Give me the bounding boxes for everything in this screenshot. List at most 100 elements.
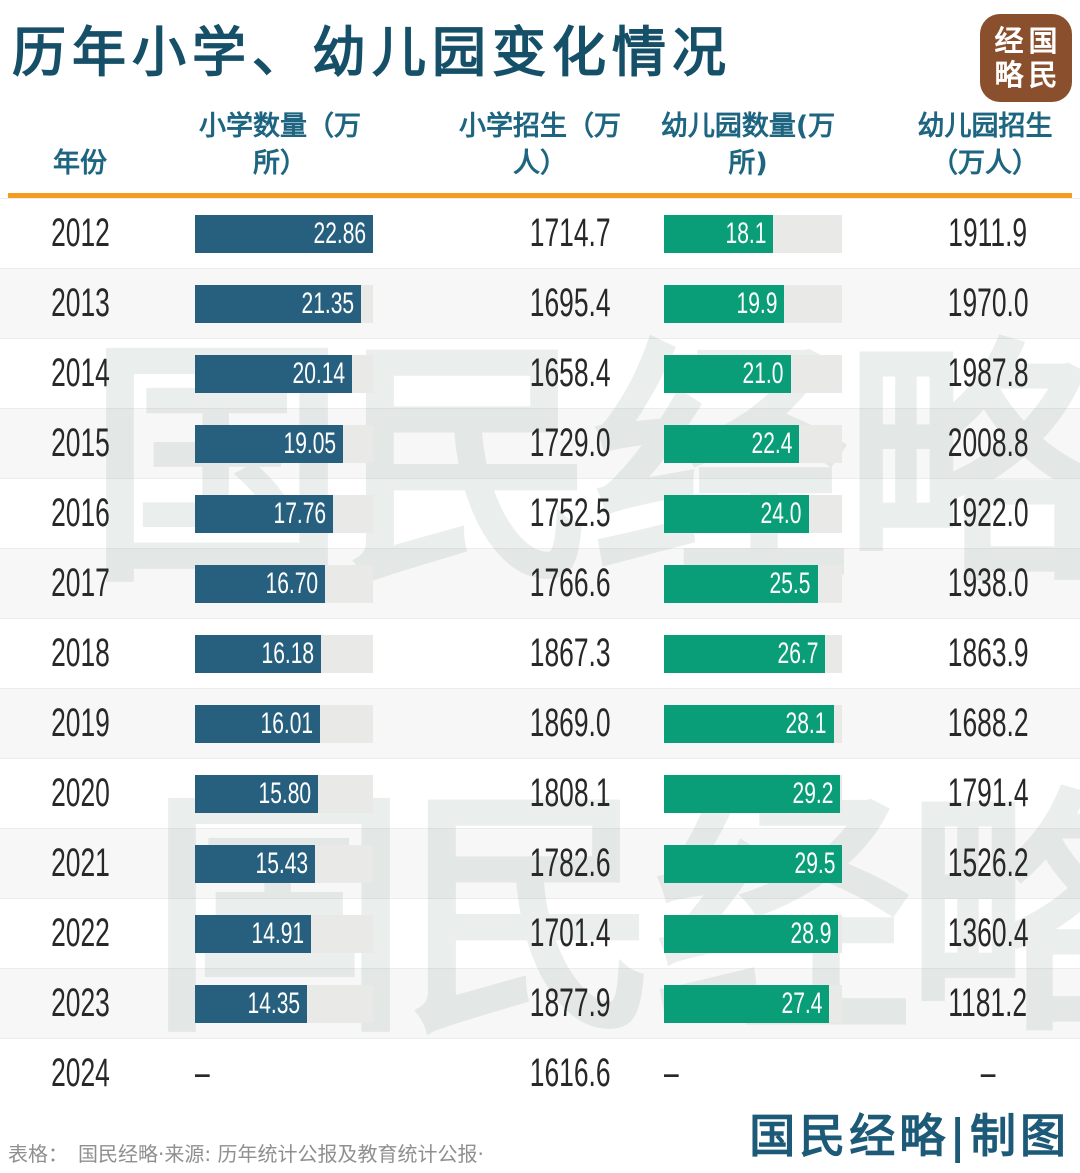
year-cell: 2021 [0, 829, 160, 898]
primary-enrollment-cell-value: 1869.0 [529, 701, 611, 745]
primary-enrollment-cell: 1808.1 [460, 759, 680, 828]
primary-enrollment-cell: 1766.6 [460, 549, 680, 618]
kindergartens-bar-label: 29.2 [792, 777, 834, 810]
table-row: 2017 16.70 1766.6 25.5 1938.0 [0, 548, 1080, 618]
table-body: 国民经略 国民经略 201222.861714.718.11911.920132… [0, 198, 1080, 1108]
kindergarten-enrollment-cell: 1526.2 [878, 829, 1080, 898]
primary-schools-bar: 21.35 [195, 285, 362, 323]
kindergartens-bar: 26.7 [664, 635, 826, 673]
primary-enrollment-cell: 1701.4 [460, 899, 680, 968]
year-cell-value: 2019 [50, 701, 110, 745]
kindergarten-enrollment-cell-value: 1360.4 [947, 911, 1029, 955]
year-cell: 2019 [0, 689, 160, 758]
source-note: 表格： 国民经略·来源: 历年统计公报及教育统计公报· [8, 1142, 484, 1166]
primary-enrollment-cell: 1877.9 [460, 969, 680, 1038]
primary-schools-track: 17.76 [195, 495, 373, 533]
year-cell-value: 2016 [50, 491, 110, 535]
year-cell-value: 2014 [50, 351, 110, 395]
column-header-primary-enrollment: 小学招生（万 人） [430, 108, 650, 182]
primary-schools-bar: 15.43 [195, 845, 316, 883]
kindergarten-enrollment-cell-value: 1987.8 [947, 351, 1029, 395]
table-row: 2024 – 1616.6 – – [0, 1038, 1080, 1108]
kindergartens-track: 29.5 [664, 845, 842, 883]
kindergartens-bar: 18.1 [664, 215, 774, 253]
column-header-year: 年份 [0, 145, 160, 182]
kindergartens-bar-label: 18.1 [725, 217, 767, 250]
primary-schools-track: 16.01 [195, 705, 373, 743]
credit-signature: 国民经略|制图 [749, 1109, 1070, 1163]
kindergarten-enrollment-cell-value: 1526.2 [947, 841, 1029, 885]
kindergartens-bar: 19.9 [664, 285, 785, 323]
primary-enrollment-cell: 1714.7 [460, 199, 680, 268]
table-row: 2023 14.35 1877.9 27.4 1181.2 [0, 968, 1080, 1038]
primary-enrollment-cell: 1752.5 [460, 479, 680, 548]
kindergartens-track: 28.9 [664, 915, 842, 953]
primary-schools-bar-label: 15.43 [255, 847, 309, 880]
kindergartens-bar: 29.2 [664, 775, 841, 813]
primary-schools-bar: 17.76 [195, 495, 334, 533]
kindergarten-enrollment-cell-value: – [980, 1051, 996, 1095]
primary-enrollment-cell: 1782.6 [460, 829, 680, 898]
table-row: 2016 17.76 1752.5 24.0 1922.0 [0, 478, 1080, 548]
primary-enrollment-cell: 1867.3 [460, 619, 680, 688]
year-cell: 2020 [0, 759, 160, 828]
logo-char-3: 略 [994, 57, 1024, 92]
primary-enrollment-cell-value: 1782.6 [529, 841, 611, 885]
kindergarten-enrollment-cell-value: 1791.4 [947, 771, 1029, 815]
year-cell: 2014 [0, 339, 160, 408]
kindergarten-enrollment-cell: 1688.2 [878, 689, 1080, 758]
kindergarten-enrollment-cell-value: 1863.9 [947, 631, 1029, 675]
column-header-line: 人） [513, 148, 567, 179]
primary-enrollment-cell-value: 1766.6 [529, 561, 611, 605]
column-header-line: 小学招生（万 [459, 111, 621, 142]
kindergartens-track: 21.0 [664, 355, 842, 393]
year-cell: 2016 [0, 479, 160, 548]
kindergartens-bar-label: 25.5 [769, 567, 811, 600]
primary-enrollment-cell-value: 1616.6 [529, 1051, 611, 1095]
year-cell-value: 2022 [50, 911, 110, 955]
year-cell-value: 2015 [50, 421, 110, 465]
primary-schools-track: 16.18 [195, 635, 373, 673]
year-cell: 2015 [0, 409, 160, 478]
primary-enrollment-cell-value: 1701.4 [529, 911, 611, 955]
kindergartens-bar-label: 19.9 [736, 287, 778, 320]
kindergartens-track: 19.9 [664, 285, 842, 323]
year-cell-value: 2023 [50, 981, 110, 1025]
kindergartens-bar: 25.5 [664, 565, 818, 603]
column-header-year-line: 年份 [53, 148, 107, 179]
kindergartens-bar: 29.5 [664, 845, 842, 883]
primary-schools-bar: 20.14 [195, 355, 352, 393]
primary-schools-bar-label: 16.01 [260, 707, 313, 740]
kindergarten-enrollment-cell: 1791.4 [878, 759, 1080, 828]
primary-schools-bar-label: 16.70 [265, 567, 319, 600]
kindergartens-bar-label: 28.9 [790, 917, 832, 950]
primary-enrollment-cell-value: 1714.7 [529, 211, 611, 255]
primary-enrollment-cell: 1869.0 [460, 689, 680, 758]
primary-schools-track: 15.43 [195, 845, 373, 883]
logo-char-1: 经 [994, 23, 1024, 58]
primary-schools-bar-label: 14.35 [247, 987, 300, 1020]
primary-enrollment-cell-value: 1695.4 [529, 281, 611, 325]
primary-schools-bar-label: 15.80 [258, 777, 312, 810]
primary-enrollment-cell-value: 1867.3 [529, 631, 611, 675]
primary-schools-track: 16.70 [195, 565, 373, 603]
kindergarten-enrollment-cell: – [878, 1039, 1080, 1108]
year-cell-value: 2012 [50, 211, 110, 255]
table-row: 2013 21.35 1695.4 19.9 1970.0 [0, 268, 1080, 338]
kindergartens-bar: 22.4 [664, 425, 800, 463]
column-header-line: 小学数量（万 [199, 111, 361, 142]
year-cell: 2023 [0, 969, 160, 1038]
header-accent-divider [8, 193, 1072, 198]
kindergarten-enrollment-cell: 1938.0 [878, 549, 1080, 618]
kindergartens-track: 29.2 [664, 775, 842, 813]
logo-char-2: 国 [1028, 23, 1058, 58]
year-cell: 2017 [0, 549, 160, 618]
column-header-kindergarten-count: 幼儿园数量(万 所) [638, 108, 858, 182]
primary-schools-bar: 15.80 [195, 775, 319, 813]
primary-schools-track: 15.80 [195, 775, 373, 813]
year-cell: 2024 [0, 1039, 160, 1108]
kindergarten-enrollment-cell: 1911.9 [878, 199, 1080, 268]
kindergartens-bar-label: 29.5 [794, 847, 835, 880]
primary-schools-track: 14.91 [195, 915, 373, 953]
year-cell: 2012 [0, 199, 160, 268]
